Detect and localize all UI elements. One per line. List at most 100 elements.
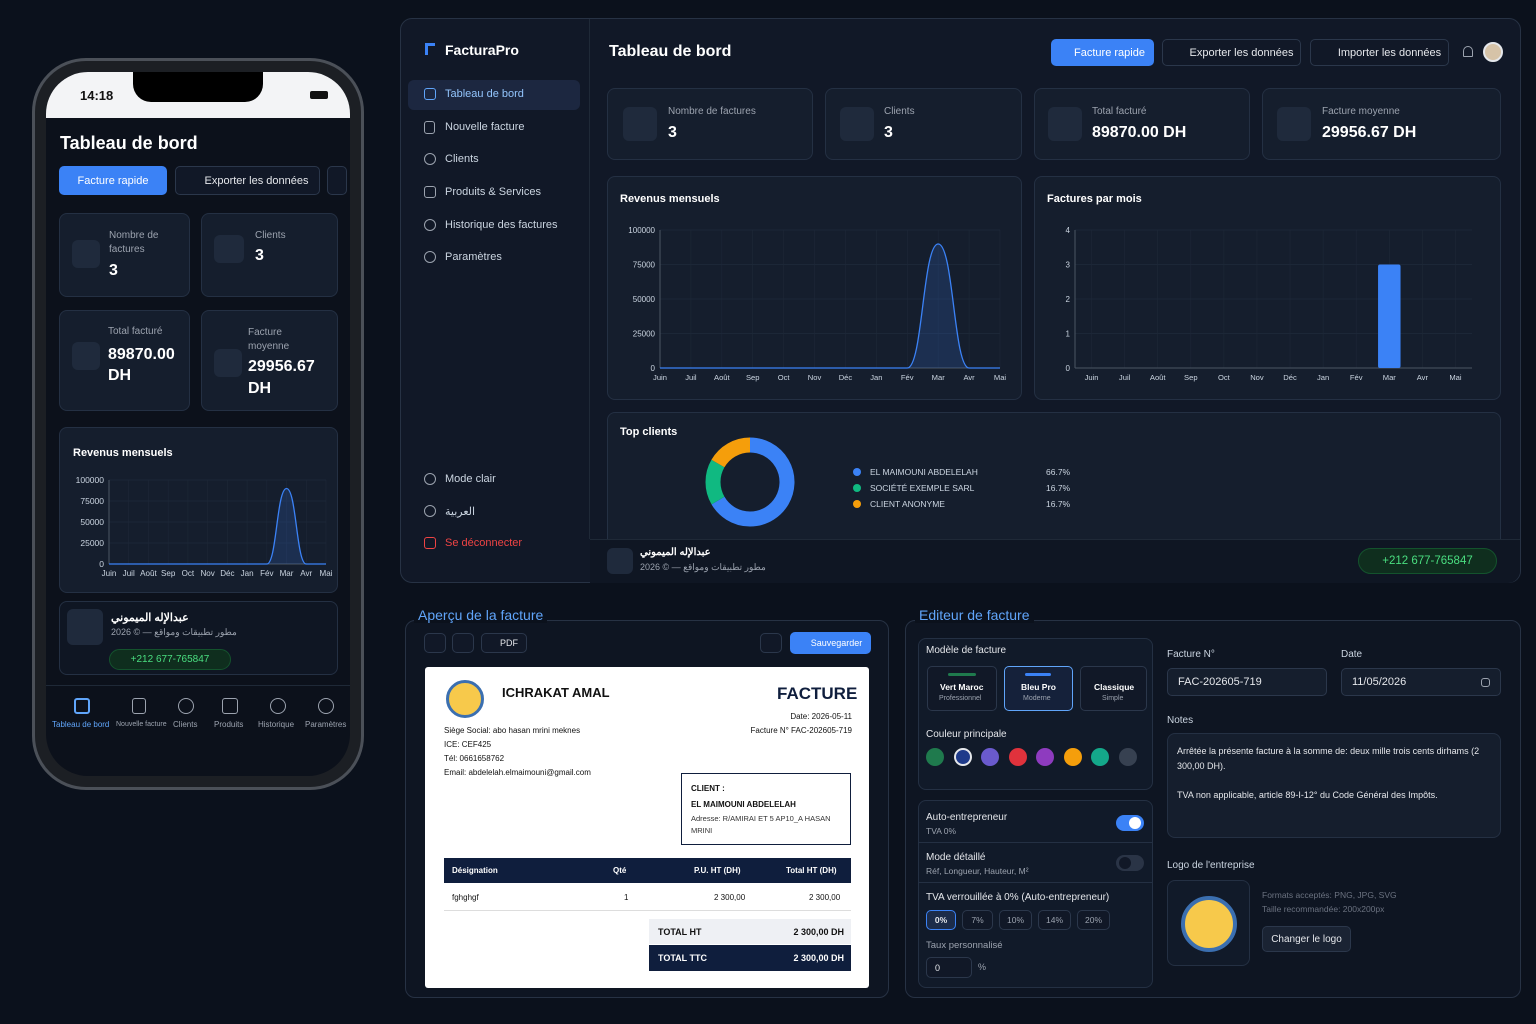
- number-input[interactable]: FAC-202605-719: [1167, 668, 1327, 696]
- x-tick-label: Juin: [1085, 373, 1099, 382]
- color-swatch[interactable]: [953, 748, 972, 766]
- y-tick-label: 0: [1066, 364, 1071, 373]
- y-tick-label: 4: [1066, 226, 1071, 235]
- phone-quick[interactable]: Facture rapide: [59, 166, 167, 195]
- phone-stat-value: 29956.67 DH: [248, 358, 315, 397]
- y-tick-label: 1: [1066, 330, 1071, 339]
- model-bar: [948, 673, 976, 676]
- phone-dev-phone[interactable]: +212 677-765847: [109, 649, 231, 670]
- invoice-total-label: TOTAL HT: [658, 927, 702, 937]
- notes-area[interactable]: [1167, 733, 1501, 838]
- tool-button[interactable]: [760, 633, 782, 653]
- x-tick-label: Mai: [320, 569, 333, 578]
- menu-item[interactable]: Se déconnecter: [445, 537, 523, 549]
- phone-nav-icon: [74, 698, 90, 714]
- legend-dot: [853, 468, 861, 476]
- y-tick-label: 2: [1066, 295, 1071, 304]
- x-tick-label: Mar: [1383, 373, 1397, 382]
- calendar-icon: [1481, 678, 1490, 687]
- invoice-seller: Siège Social: abo hasan mrini meknes: [444, 726, 581, 735]
- tva-option[interactable]: 14%: [1038, 910, 1071, 930]
- x-tick-label: Sep: [746, 373, 760, 382]
- x-tick-label: Août: [1150, 373, 1167, 382]
- invoice-total-row: [649, 945, 851, 971]
- y-tick-label: 100000: [628, 226, 655, 235]
- x-tick-label: Avr: [1417, 373, 1429, 382]
- color-swatch[interactable]: [1063, 748, 1082, 766]
- y-tick-label: 50000: [633, 295, 656, 304]
- logo-button[interactable]: Changer le logo: [1262, 926, 1351, 952]
- tool-button[interactable]: [424, 633, 446, 653]
- invoice-seller: Email: abdelelah.elmaimouni@gmail.com: [444, 768, 591, 777]
- menu-icon: [424, 537, 436, 549]
- phone-stat-icon: [214, 235, 244, 263]
- menu-item[interactable]: Paramètres: [445, 251, 502, 263]
- save-button[interactable]: Sauvegarder: [790, 632, 871, 654]
- model-card[interactable]: [1080, 666, 1147, 711]
- chart-title: Top clients: [620, 426, 678, 438]
- menu-item[interactable]: Produits & Services: [445, 186, 541, 198]
- x-tick-label: Oct: [1218, 373, 1231, 382]
- tva-option[interactable]: 10%: [999, 910, 1032, 930]
- tool-button[interactable]: [452, 633, 474, 653]
- bar: [1378, 264, 1401, 368]
- phone-nav-item: Produits: [214, 720, 244, 729]
- editor-sub: TVA 0%: [926, 826, 957, 836]
- menu-item[interactable]: Historique des factures: [445, 219, 558, 231]
- action-button[interactable]: Importer les données: [1310, 39, 1449, 66]
- menu-item[interactable]: Mode clair: [445, 473, 496, 485]
- invoice-doc: FACTURE: [777, 684, 858, 703]
- menu-icon: [424, 505, 436, 517]
- editor-title: Editeur de facture: [915, 607, 1034, 623]
- x-tick-label: Fév: [260, 569, 273, 578]
- y-tick-label: 3: [1066, 261, 1071, 270]
- x-tick-label: Nov: [808, 373, 822, 382]
- toggle-knob: [1119, 857, 1131, 869]
- color-swatch[interactable]: [981, 748, 999, 766]
- stat-icon: [1277, 107, 1311, 141]
- phone-dev-name: عبدالإله الميموني: [111, 612, 189, 624]
- color-swatch[interactable]: [1091, 748, 1109, 766]
- menu-icon: [424, 121, 435, 134]
- menu-item[interactable]: Tableau de bord: [445, 88, 524, 100]
- legend-label: SOCIÉTÉ EXEMPLE SARL: [870, 483, 975, 493]
- x-tick-label: Juin: [653, 373, 667, 382]
- phone-notch: [133, 72, 263, 102]
- date-input[interactable]: 11/05/2026: [1341, 668, 1501, 696]
- menu-icon: [424, 473, 436, 485]
- custom-input[interactable]: 0: [926, 957, 972, 978]
- tva-option[interactable]: 7%: [962, 910, 993, 930]
- x-tick-label: Jan: [1317, 373, 1329, 382]
- invoice-row-line: [444, 910, 851, 911]
- color-swatch[interactable]: [1008, 748, 1027, 766]
- area-line: [109, 487, 326, 565]
- footer-name: عبدالإله الميموني: [640, 547, 711, 558]
- invoice-th: Total HT (DH): [786, 866, 837, 875]
- tva-option[interactable]: 20%: [1077, 910, 1110, 930]
- menu-item[interactable]: Clients: [445, 153, 479, 165]
- invoice-client-label: CLIENT :: [691, 784, 725, 793]
- tool-button[interactable]: PDF: [481, 633, 527, 653]
- y-tick-label: 50000: [80, 517, 104, 527]
- tva-option[interactable]: 0%: [926, 910, 956, 930]
- invoice-td: fghghgf: [452, 893, 479, 902]
- avatar[interactable]: [1483, 42, 1503, 62]
- chart-title: Factures par mois: [1047, 193, 1142, 205]
- x-tick-label: Avr: [300, 569, 312, 578]
- footer-phone[interactable]: +212 677-765847: [1358, 548, 1497, 574]
- phone-more[interactable]: [327, 166, 347, 195]
- action-button[interactable]: Exporter les données: [1162, 39, 1301, 66]
- action-button[interactable]: Facture rapide: [1051, 39, 1154, 66]
- menu-item[interactable]: Nouvelle facture: [445, 121, 525, 133]
- phone-export[interactable]: Exporter les données: [175, 166, 320, 195]
- color-swatch[interactable]: [926, 748, 944, 766]
- menu-item[interactable]: العربية: [445, 506, 476, 518]
- y-tick-label: 0: [651, 364, 656, 373]
- color-swatch[interactable]: [1118, 748, 1137, 766]
- color-swatch[interactable]: [1036, 748, 1054, 766]
- menu-icon: [424, 219, 436, 231]
- editor-label: Facture N°: [1167, 649, 1215, 660]
- model-name: Vert Maroc: [940, 682, 984, 692]
- invoices-chart: 0 1 2 3 4 Juin Juil Août Sep Oct Nov Déc Jan Fév Mar Av…: [1066, 226, 1472, 382]
